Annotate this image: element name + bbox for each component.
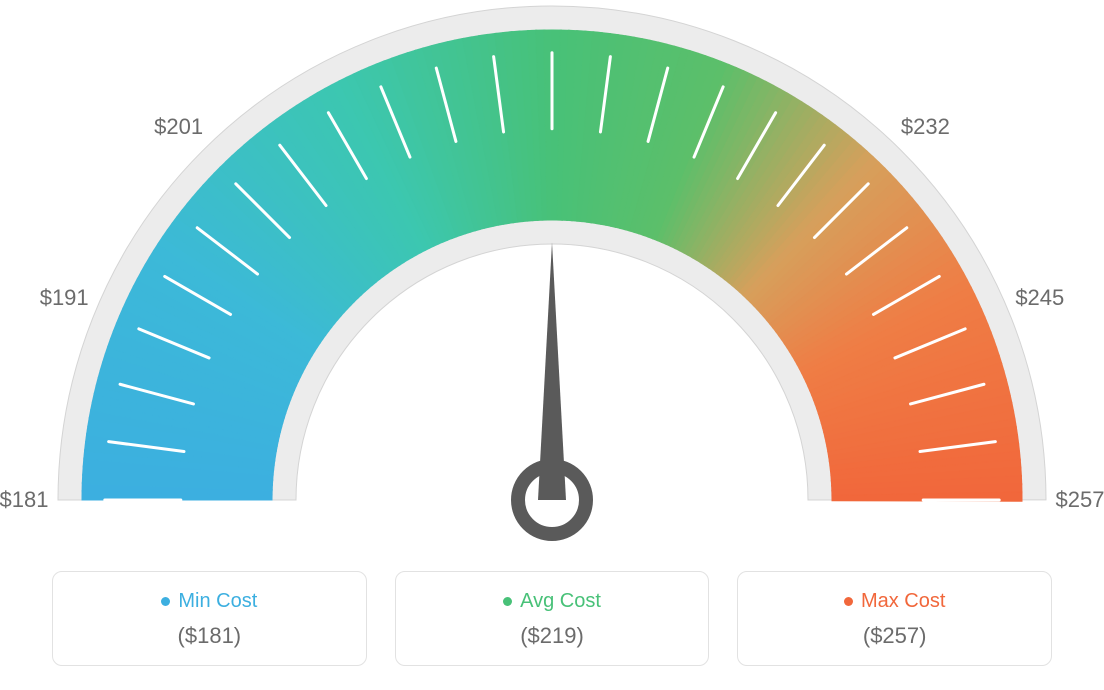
legend-dot-max: [844, 597, 853, 606]
gauge-tick-label: $257: [1056, 487, 1104, 513]
gauge-tick-label: $245: [1015, 285, 1064, 311]
legend-value-avg: ($219): [406, 623, 699, 649]
legend-value-max: ($257): [748, 623, 1041, 649]
gauge-svg: [0, 0, 1104, 560]
legend-label-avg: Avg Cost: [520, 590, 601, 613]
legend-dot-avg: [503, 597, 512, 606]
gauge-tick-label: $191: [40, 285, 89, 311]
legend-value-min: ($181): [63, 623, 356, 649]
legend-row: Min Cost ($181) Avg Cost ($219) Max Cost…: [52, 571, 1052, 666]
legend-dot-min: [161, 597, 170, 606]
legend-title-min: Min Cost: [161, 590, 257, 613]
legend-title-avg: Avg Cost: [503, 590, 601, 613]
legend-label-min: Min Cost: [178, 590, 257, 613]
gauge-tick-label: $201: [154, 114, 203, 140]
legend-card-avg: Avg Cost ($219): [395, 571, 710, 666]
legend-card-max: Max Cost ($257): [737, 571, 1052, 666]
gauge-tick-label: $181: [0, 487, 48, 513]
cost-gauge: $181$191$201$219$232$245$257: [0, 0, 1104, 560]
legend-card-min: Min Cost ($181): [52, 571, 367, 666]
legend-label-max: Max Cost: [861, 590, 945, 613]
gauge-tick-label: $232: [901, 114, 950, 140]
legend-title-max: Max Cost: [844, 590, 945, 613]
